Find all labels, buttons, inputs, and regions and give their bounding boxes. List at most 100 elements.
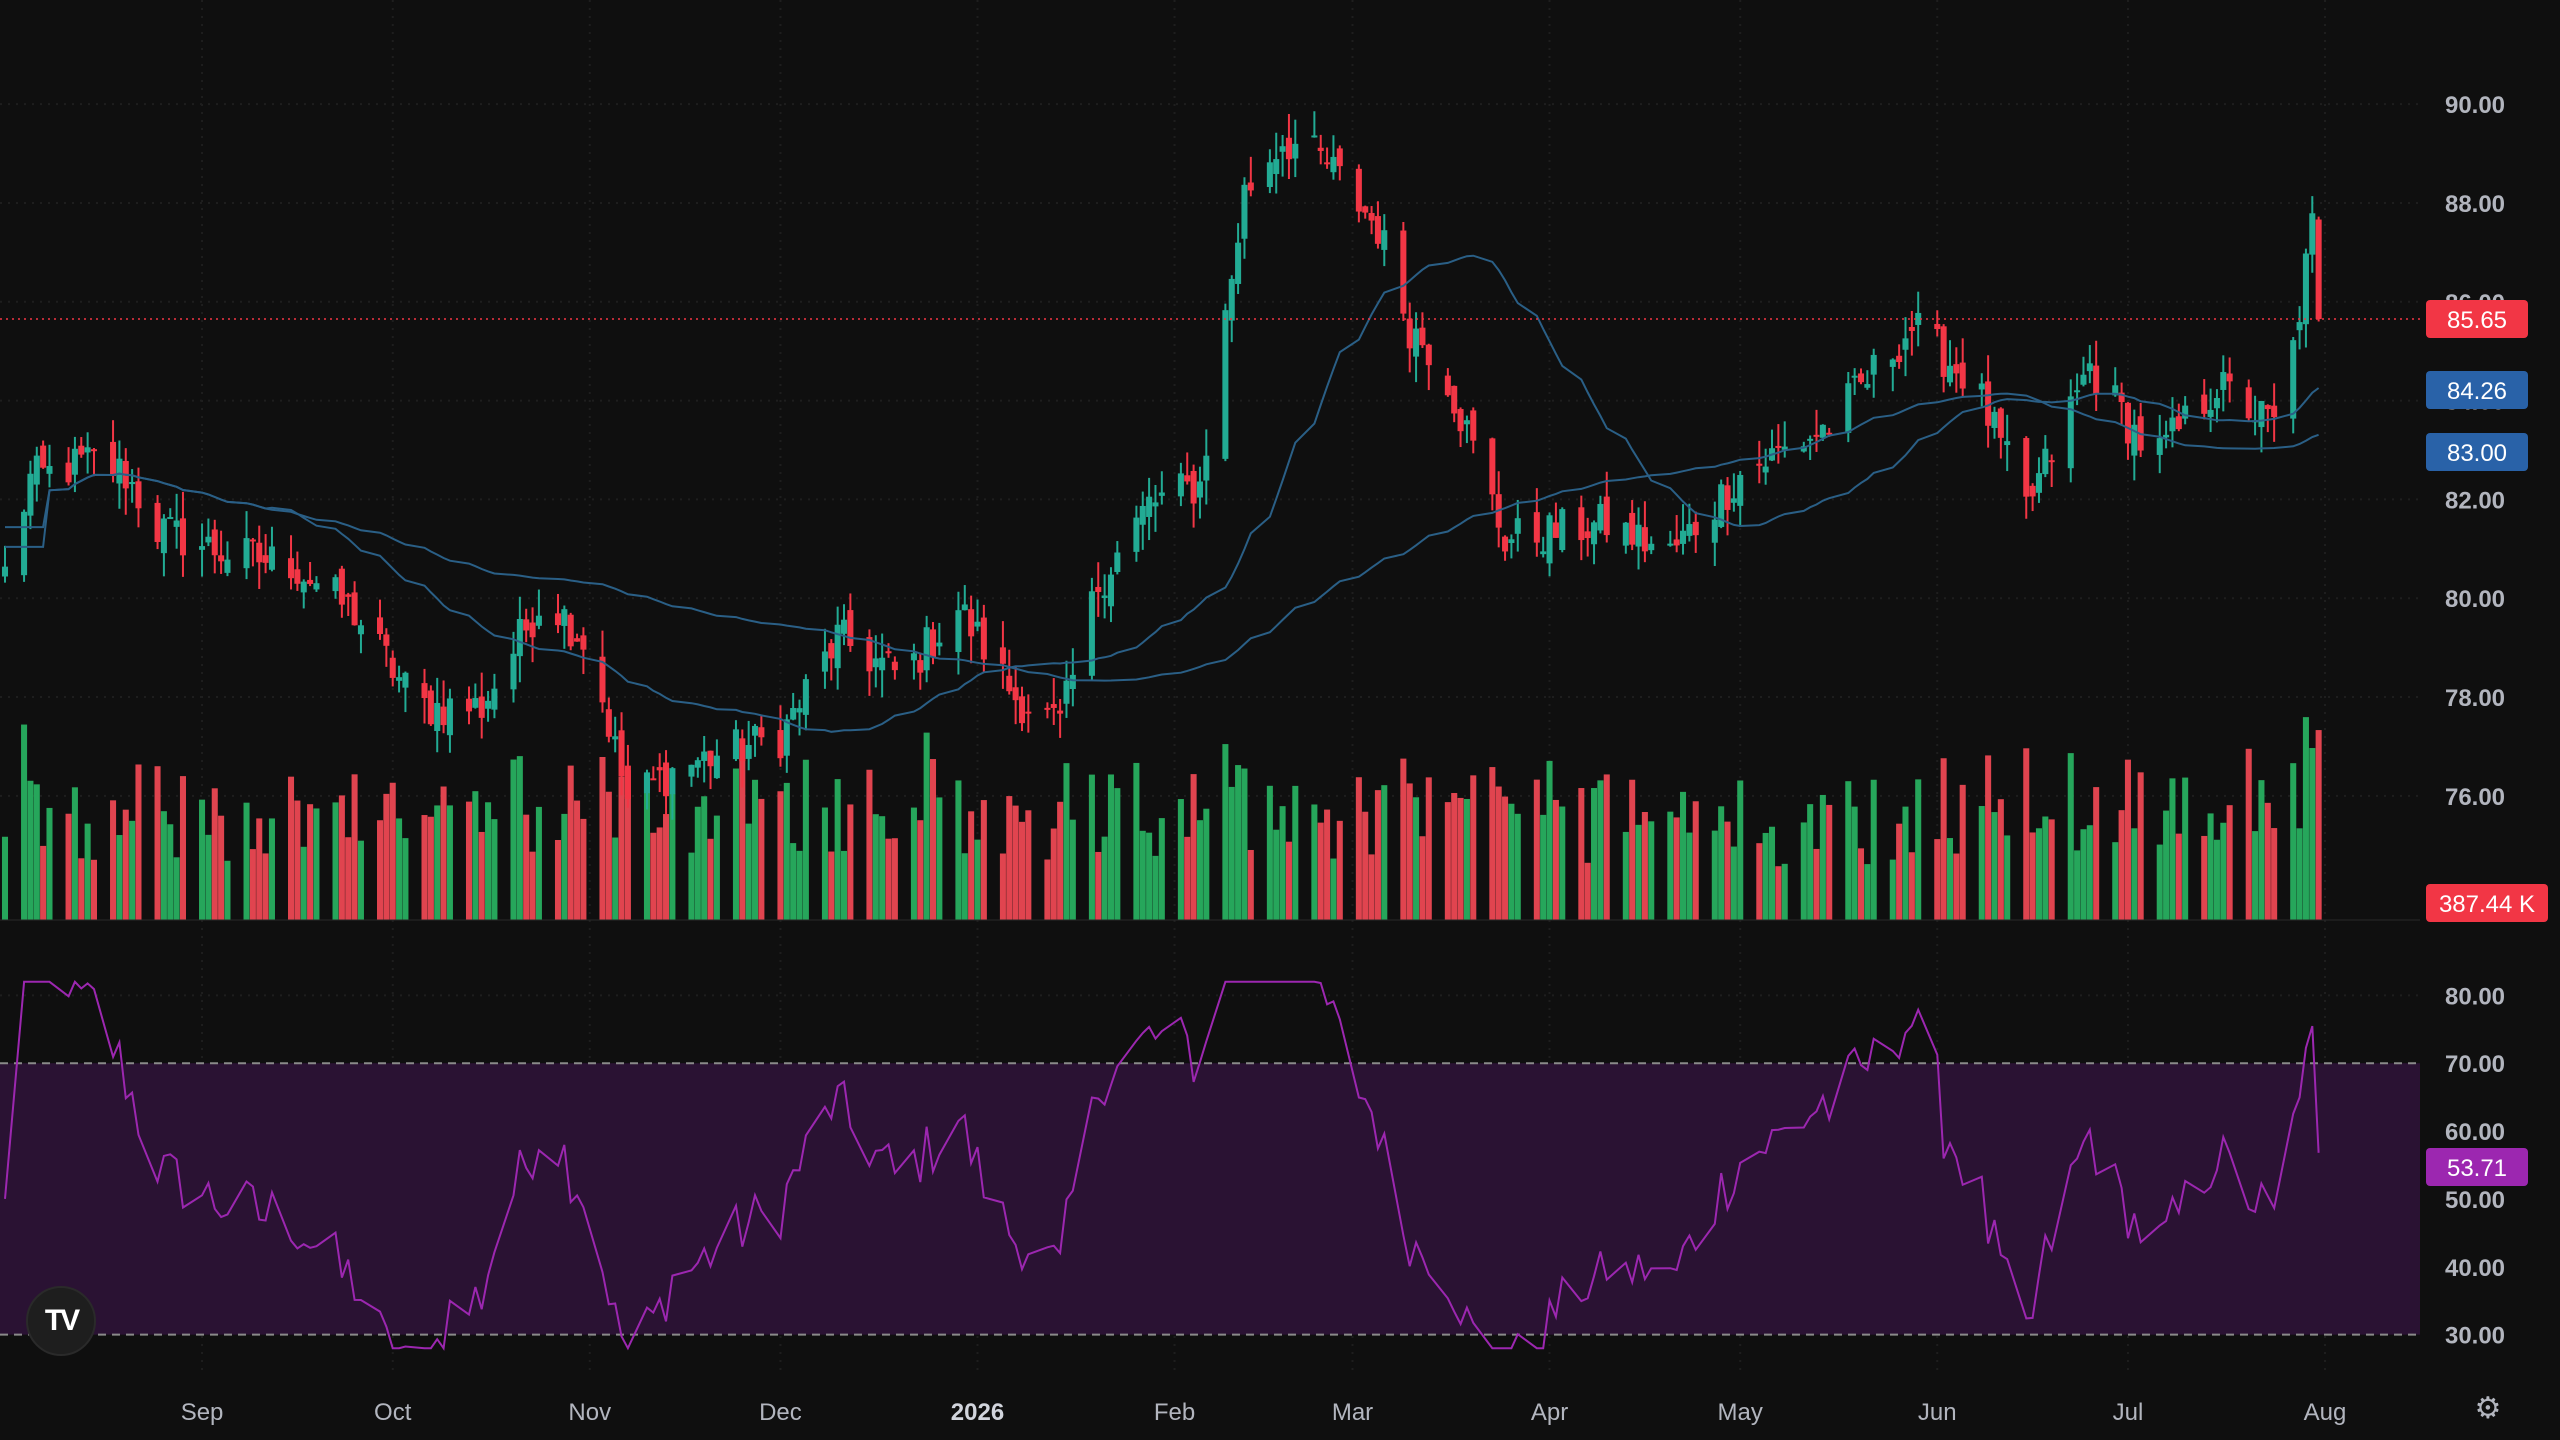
candle[interactable] (2112, 367, 2119, 397)
candle[interactable] (2131, 409, 2138, 481)
candle[interactable] (179, 491, 186, 577)
candle[interactable] (802, 674, 809, 731)
candle[interactable] (173, 493, 180, 549)
candle[interactable] (396, 665, 403, 693)
candle[interactable] (2175, 403, 2182, 432)
candle[interactable] (891, 656, 898, 680)
candle[interactable] (523, 608, 530, 643)
candle[interactable] (376, 599, 384, 640)
candle[interactable] (980, 604, 987, 673)
candle[interactable] (1425, 343, 1432, 391)
candle[interactable] (262, 534, 269, 574)
candle[interactable] (2264, 404, 2271, 433)
candle[interactable] (707, 750, 714, 790)
candle[interactable] (1648, 536, 1655, 555)
candle[interactable] (71, 436, 78, 493)
candle[interactable] (1336, 145, 1343, 181)
candle[interactable] (1584, 517, 1591, 557)
candle[interactable] (1146, 477, 1153, 541)
candle[interactable] (974, 599, 981, 632)
candle[interactable] (472, 683, 479, 709)
candle[interactable] (1908, 310, 1915, 356)
candle[interactable] (2169, 397, 2176, 448)
candle[interactable] (612, 716, 619, 753)
candle[interactable] (1463, 415, 1470, 444)
candle[interactable] (1050, 678, 1057, 725)
candle[interactable] (1381, 214, 1388, 267)
candle[interactable] (777, 705, 784, 767)
candle[interactable] (1228, 275, 1235, 343)
candle[interactable] (1368, 206, 1375, 235)
candle[interactable] (2309, 196, 2316, 273)
candle[interactable] (1864, 370, 1871, 390)
candle[interactable] (618, 712, 625, 796)
candle[interactable] (961, 585, 968, 611)
candle[interactable] (65, 447, 72, 486)
candle[interactable] (872, 635, 879, 688)
candle[interactable] (1196, 466, 1203, 519)
candle[interactable] (535, 589, 542, 630)
candle[interactable] (1686, 503, 1693, 542)
candle[interactable] (446, 688, 453, 753)
candle[interactable] (1063, 660, 1070, 718)
candle[interactable] (2163, 420, 2170, 449)
candle[interactable] (1114, 541, 1121, 575)
candle[interactable] (1667, 530, 1674, 547)
candle[interactable] (2220, 355, 2227, 412)
candle[interactable] (1514, 499, 1521, 552)
candle[interactable] (1578, 495, 1585, 561)
candle[interactable] (205, 518, 212, 547)
candle[interactable] (2182, 396, 2189, 425)
settings-gear-icon[interactable]: ⚙ (2474, 1390, 2502, 1426)
candle[interactable] (828, 639, 835, 681)
candle[interactable] (701, 736, 708, 783)
candle[interactable] (1044, 702, 1051, 719)
candle[interactable] (129, 469, 136, 503)
candle[interactable] (1241, 177, 1248, 259)
candle[interactable] (790, 692, 797, 721)
candle[interactable] (1985, 355, 1992, 448)
candle[interactable] (1635, 507, 1642, 570)
candle[interactable] (383, 628, 390, 667)
candle[interactable] (2258, 400, 2265, 453)
candle[interactable] (2245, 379, 2252, 422)
candle[interactable] (1279, 134, 1286, 177)
candle[interactable] (154, 495, 161, 550)
candle[interactable] (745, 720, 752, 771)
candle[interactable] (1896, 344, 1903, 369)
candle[interactable] (796, 699, 803, 736)
candle[interactable] (1285, 113, 1292, 180)
candle[interactable] (256, 525, 263, 589)
candle[interactable] (1508, 534, 1515, 559)
candle[interactable] (1457, 407, 1464, 448)
candle[interactable] (1940, 324, 1947, 393)
candle[interactable] (1559, 507, 1566, 553)
candle[interactable] (1177, 462, 1184, 507)
candle[interactable] (84, 432, 91, 474)
candle[interactable] (1107, 567, 1114, 623)
candle[interactable] (440, 680, 447, 734)
candle[interactable] (1724, 477, 1731, 536)
candle[interactable] (1190, 464, 1197, 528)
candle[interactable] (46, 444, 53, 488)
candle[interactable] (1444, 368, 1451, 397)
candle[interactable] (955, 591, 962, 675)
candle[interactable] (1222, 303, 1229, 462)
candle[interactable] (1781, 421, 1788, 458)
candle[interactable] (1247, 156, 1254, 197)
candle[interactable] (1641, 501, 1648, 563)
candle[interactable] (1946, 340, 1954, 387)
candle[interactable] (332, 574, 339, 599)
candle[interactable] (402, 671, 409, 713)
candle[interactable] (923, 615, 930, 683)
candle[interactable] (33, 446, 40, 502)
candle[interactable] (917, 652, 924, 690)
candle[interactable] (90, 448, 98, 477)
candle[interactable] (218, 530, 225, 574)
candle[interactable] (2124, 402, 2131, 460)
candle[interactable] (1680, 504, 1687, 555)
candle[interactable] (968, 595, 975, 664)
candle[interactable] (2315, 216, 2322, 322)
candle[interactable] (2213, 389, 2220, 423)
